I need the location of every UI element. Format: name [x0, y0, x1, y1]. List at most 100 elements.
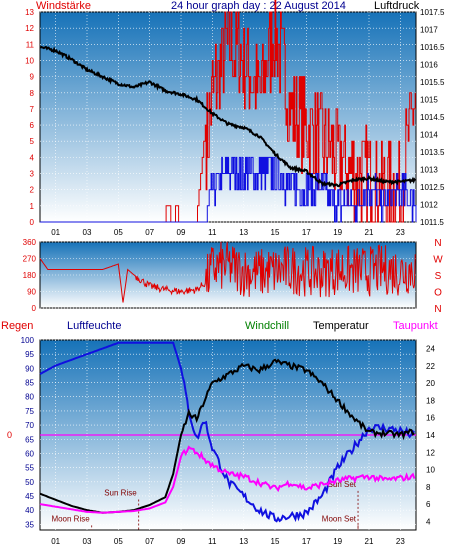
y-left-tick-label: 11 — [26, 40, 35, 49]
y-right-tick-label: 24 — [426, 345, 435, 354]
luftdruck-label: Luftdruck — [374, 0, 420, 12]
wind-direction-line — [39, 241, 416, 303]
compass-label: S — [435, 271, 442, 282]
wind-speed-line — [40, 156, 417, 223]
y-right-tick-label: 1015 — [420, 96, 438, 105]
wind-direction-panel: 360 N 270 W 180 S 90 O 0 N — [23, 238, 444, 315]
x-tick-label: 03 — [83, 228, 92, 237]
y-right-tick-label: 1013 — [420, 166, 438, 175]
y-right-tick-label: 1014 — [420, 131, 438, 140]
y-left-tick-label: 10 — [25, 56, 34, 65]
x-tick-label: 07 — [145, 228, 154, 237]
y-left-tick-label: 270 — [23, 255, 37, 264]
y-left-tick-label: 7 — [30, 105, 35, 114]
y-left-tick-label: 95 — [25, 350, 34, 359]
y-right-tick-label: 10 — [426, 466, 435, 475]
y-left-tick-label: 50 — [25, 478, 34, 487]
taupunkt-line — [39, 445, 416, 514]
astro-annotation: Sun Set — [328, 480, 357, 489]
x-tick-label: 09 — [177, 537, 186, 546]
compass-label: N — [434, 304, 441, 315]
y-left-tick-label: 5 — [30, 137, 35, 146]
y-right-tick-label: 1017.5 — [420, 8, 445, 17]
luftfeuchte-line — [39, 341, 416, 523]
y-left-tick-label: 12 — [25, 24, 34, 33]
y-left-tick-label: 3 — [30, 170, 35, 179]
y-right-tick-label: 18 — [426, 396, 435, 405]
legend-windchill: Windchill — [245, 320, 290, 332]
y-left-tick-label: 80 — [25, 393, 34, 402]
y-left-tick-label: 4 — [30, 153, 35, 162]
astro-annotation: Moon Set — [322, 514, 357, 523]
y-right-tick-label: 6 — [426, 500, 431, 509]
y-right-tick-label: 1016 — [420, 61, 438, 70]
x-tick-label: 01 — [51, 228, 60, 237]
y-right-tick-label: 20 — [426, 379, 435, 388]
y-left-tick-label: 0 — [30, 218, 35, 227]
y-left-tick-label: 0 — [32, 304, 37, 313]
y-left-tick-label: 70 — [25, 421, 34, 430]
x-tick-label: 19 — [333, 537, 342, 546]
x-tick-label: 19 — [333, 228, 342, 237]
y-left-tick-label: 100 — [21, 336, 35, 345]
y-right-tick-label: 4 — [426, 517, 431, 526]
x-tick-label: 13 — [239, 537, 248, 546]
y-right-tick-label: 1011.5 — [420, 218, 444, 227]
y-left-tick-label: 45 — [25, 492, 34, 501]
x-tick-label: 17 — [302, 228, 311, 237]
y-left-tick-label: 180 — [23, 271, 37, 280]
x-tick-label: 07 — [145, 537, 154, 546]
legend-regen: Regen — [1, 320, 34, 332]
y-right-tick-label: 1012.5 — [420, 183, 445, 192]
y-left-tick-label: 2 — [30, 186, 35, 195]
y-right-tick-label: 1017 — [420, 26, 438, 35]
y-left-tick-label: 1 — [30, 202, 35, 211]
regen-axis-label: 0 — [7, 430, 12, 440]
x-tick-label: 05 — [114, 537, 123, 546]
x-tick-label: 09 — [177, 228, 186, 237]
x-tick-label: 15 — [271, 228, 280, 237]
x-tick-label: 21 — [365, 537, 374, 546]
y-left-tick-label: 75 — [25, 407, 34, 416]
x-tick-label: 05 — [114, 228, 123, 237]
x-tick-label: 17 — [302, 537, 311, 546]
legend-luftfeuchte: Luftfeuchte — [67, 320, 122, 332]
y-left-tick-label: 85 — [25, 379, 34, 388]
y-right-tick-label: 8 — [426, 483, 431, 492]
x-tick-label: 23 — [396, 228, 405, 237]
x-tick-label: 13 — [239, 228, 248, 237]
y-left-tick-label: 13 — [25, 8, 34, 17]
y-left-tick-label: 60 — [25, 449, 34, 458]
y-left-tick-label: 90 — [27, 288, 36, 297]
pressure-line — [40, 45, 417, 188]
y-right-tick-label: 16 — [426, 414, 435, 423]
y-right-tick-label: 22 — [426, 362, 435, 371]
graph-title: 24 hour graph day : 22 August 2014 — [171, 0, 346, 12]
x-tick-label: 11 — [208, 228, 217, 237]
y-left-tick-label: 8 — [30, 89, 35, 98]
x-tick-label: 03 — [83, 537, 92, 546]
y-right-tick-label: 14 — [426, 431, 435, 440]
y-left-tick-label: 90 — [25, 364, 34, 373]
x-tick-label: 01 — [51, 537, 60, 546]
compass-label: W — [433, 255, 443, 266]
compass-label: N — [434, 238, 441, 249]
x-tick-label: 23 — [396, 537, 405, 546]
y-left-tick-label: 65 — [25, 435, 34, 444]
y-right-tick-label: 1014.5 — [420, 113, 445, 122]
y-left-tick-label: 55 — [25, 464, 34, 473]
astro-annotation: Moon Rise — [51, 514, 90, 523]
y-right-tick-label: 12 — [426, 448, 435, 457]
y-left-tick-label: 35 — [25, 520, 34, 529]
y-left-tick-label: 360 — [23, 238, 37, 247]
y-right-tick-label: 1015.5 — [420, 78, 445, 87]
wind-pressure-panel: 0123456789101112131011.510121012.5101310… — [25, 0, 445, 237]
astro-annotation: Sun Rise — [104, 488, 137, 497]
humidity-temperature-panel: 35 40 45 50 55 60 65 70 75 80 85 90 95 100 4 6 8 10 12 14 16… — [7, 336, 435, 546]
y-left-tick-label: 40 — [25, 506, 34, 515]
y-right-tick-label: 1016.5 — [420, 43, 445, 52]
x-tick-label: 21 — [365, 228, 374, 237]
y-left-tick-label: 9 — [30, 73, 35, 82]
x-tick-label: 11 — [208, 537, 217, 546]
